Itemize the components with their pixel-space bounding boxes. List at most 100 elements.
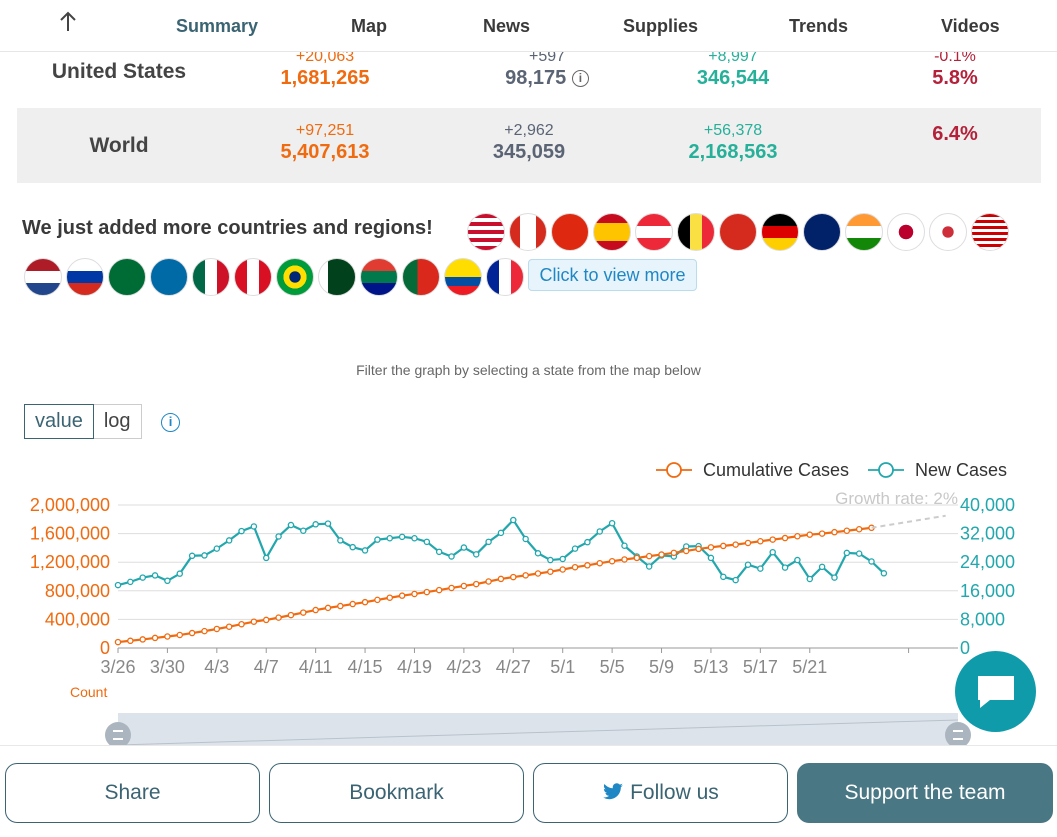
new-cases-point — [485, 538, 492, 546]
cases-cell: +20,063 1,681,265 — [235, 48, 415, 90]
flag-ca-icon[interactable] — [509, 213, 547, 251]
new-cases-point — [584, 538, 591, 546]
follow-label: Follow us — [630, 781, 719, 804]
flag-ch-icon[interactable] — [719, 213, 757, 251]
scale-toggle: value log — [24, 404, 142, 439]
new-cases-point — [423, 538, 431, 546]
flag-ru-icon[interactable] — [66, 258, 104, 296]
flag-kr-icon[interactable] — [929, 213, 967, 251]
new-cases-point — [720, 573, 727, 581]
cumulative-cases-point — [732, 541, 739, 548]
flag-in-icon[interactable] — [845, 213, 883, 251]
cumulative-cases-point — [670, 549, 678, 557]
cumulative-cases-point — [238, 620, 245, 628]
flag-es-icon[interactable] — [593, 213, 631, 251]
flag-my-icon[interactable] — [971, 213, 1009, 251]
new-cases-point — [225, 537, 233, 544]
recovered-delta: +8,997 — [708, 48, 758, 65]
bookmark-button[interactable]: Bookmark — [269, 763, 524, 823]
new-cases-point — [398, 533, 406, 541]
row-name: United States — [51, 60, 187, 83]
cumulative-cases-point — [571, 563, 579, 571]
cumulative-cases-point — [769, 536, 776, 543]
flag-us-icon[interactable] — [467, 213, 505, 251]
view-more-button[interactable]: Click to view more — [528, 259, 697, 291]
cumulative-cases-point — [534, 570, 542, 577]
cumulative-cases-point — [584, 562, 591, 569]
flag-mx-icon[interactable] — [192, 258, 230, 296]
follow-button[interactable]: Follow us — [533, 763, 788, 823]
x-tick-label: 5/21 — [792, 657, 827, 677]
top-nav: Summary Map News Supplies Trends Videos — [0, 0, 1057, 52]
left-tick-label: 1,600,000 — [30, 524, 110, 544]
cumulative-cases-point — [337, 602, 344, 610]
flag-gb-icon[interactable] — [803, 213, 841, 251]
cumulative-cases-point — [472, 580, 480, 588]
tab-map[interactable]: Map — [351, 16, 387, 36]
right-tick-label: 0 — [960, 638, 970, 658]
flag-ec-icon[interactable] — [444, 258, 482, 296]
flag-br-icon[interactable] — [276, 258, 314, 296]
new-cases-point — [794, 556, 801, 564]
flag-za-icon[interactable] — [360, 258, 398, 296]
tab-summary[interactable]: Summary — [176, 16, 259, 36]
arrow-up-icon[interactable] — [58, 10, 78, 40]
log-scale-button[interactable]: log — [93, 404, 142, 439]
value-scale-button[interactable]: value — [24, 404, 94, 439]
new-cases-point — [275, 533, 282, 540]
cumulative-cases-point — [225, 623, 233, 630]
stats-row-us[interactable]: United States +20,063 1,681,265 +597 98,… — [17, 48, 1041, 108]
flag-cn-icon[interactable] — [551, 213, 589, 251]
growth-projection-line — [871, 514, 946, 529]
cumulative-cases-point — [448, 584, 455, 592]
new-cases-point — [596, 528, 604, 535]
cumulative-cases-point — [695, 545, 702, 553]
recovered-cell: +8,997 346,544 — [643, 48, 823, 90]
rate-value: 5.8% — [932, 67, 978, 89]
cases-delta: +20,063 — [295, 48, 355, 65]
flag-fr-icon[interactable] — [486, 258, 524, 296]
info-icon[interactable]: i — [571, 70, 589, 87]
new-cases-point — [818, 563, 826, 571]
flag-de-icon[interactable] — [761, 213, 799, 251]
cumulative-cases-point — [658, 551, 665, 558]
cumulative-cases-point — [460, 582, 468, 590]
flag-sa-icon[interactable] — [108, 258, 146, 296]
new-cases-point — [300, 527, 307, 534]
cumulative-cases-point — [645, 552, 653, 560]
tab-trends[interactable]: Trends — [789, 16, 849, 36]
cumulative-cases-point — [164, 633, 171, 640]
cumulative-cases-point — [608, 557, 616, 565]
left-tick-label: 0 — [100, 638, 110, 658]
tab-videos[interactable]: Videos — [941, 16, 1000, 36]
flag-jp-icon[interactable] — [887, 213, 925, 251]
flag-pe-icon[interactable] — [234, 258, 272, 296]
new-cases-point — [757, 565, 764, 572]
flag-be-icon[interactable] — [677, 213, 715, 251]
flag-se-icon[interactable] — [150, 258, 188, 296]
new-cases-point — [448, 553, 455, 560]
cumulative-cases-point — [497, 575, 505, 583]
legend-swatch-marker — [666, 462, 682, 478]
recovered-total: 2,168,563 — [688, 141, 778, 163]
new-cases-point — [164, 577, 171, 585]
new-cases-point — [176, 570, 184, 577]
flag-nl-icon[interactable] — [24, 258, 62, 296]
chat-bubble-icon[interactable] — [955, 651, 1036, 732]
flag-pt-icon[interactable] — [402, 258, 440, 296]
tab-supplies[interactable]: Supplies — [623, 16, 699, 36]
chart-info-icon[interactable]: i — [161, 413, 180, 432]
rate-cell: -0.1% 5.8% — [865, 48, 1045, 90]
flag-pk-icon[interactable] — [318, 258, 356, 296]
stats-row-world[interactable]: World +97,251 5,407,613 +2,962 345,059 +… — [17, 108, 1041, 183]
new-cases-point — [472, 551, 480, 558]
cumulative-cases-point — [806, 531, 814, 538]
cumulative-cases-point — [188, 629, 196, 637]
cumulative-cases-point — [262, 616, 270, 624]
legend-label: New Cases — [915, 460, 1007, 480]
share-button[interactable]: Share — [5, 763, 260, 823]
cumulative-cases-point — [411, 590, 418, 598]
support-button[interactable]: Support the team — [797, 763, 1053, 823]
tab-news[interactable]: News — [483, 16, 531, 36]
flag-at-icon[interactable] — [635, 213, 673, 251]
